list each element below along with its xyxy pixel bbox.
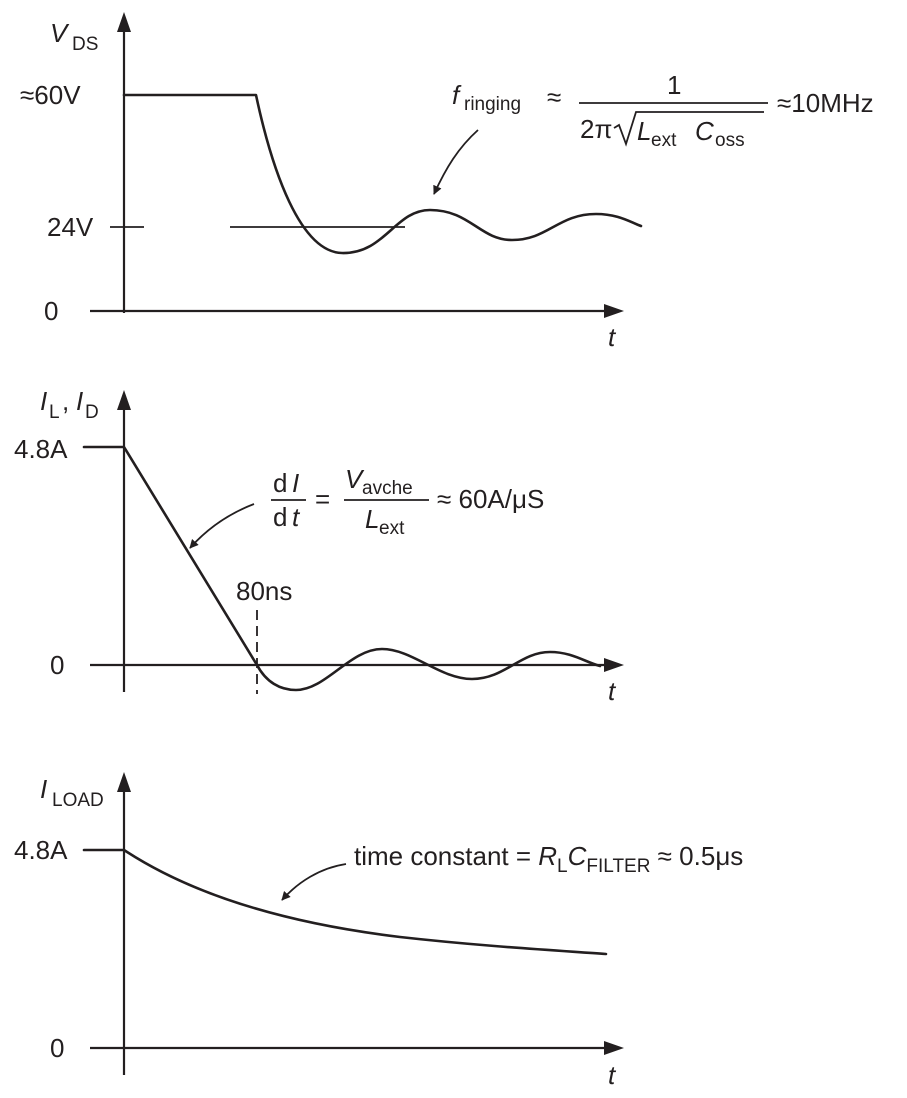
ringing-frequency-formula: f ringing ≈ 1 2π L ext C oss ≈10MHz xyxy=(452,70,874,151)
slope-callout-arrow xyxy=(189,503,255,549)
80ns-label: 80ns xyxy=(236,576,292,606)
time-constant-callout-arrow xyxy=(281,863,347,901)
denominator-L: L xyxy=(637,116,651,146)
didt-t: t xyxy=(292,502,301,532)
time-constant-label: time constant = xyxy=(354,841,538,871)
c-subscript: FILTER xyxy=(586,856,650,877)
panel-il-id: I L , I D 4.8A 0 t 80ns d I d t = V avch… xyxy=(14,386,624,706)
il-x-label: t xyxy=(608,676,617,706)
denominator-C: C xyxy=(695,116,714,146)
vds-tick-0: 0 xyxy=(44,296,58,326)
f-subscript: ringing xyxy=(464,94,521,115)
denominator-2pi: 2π xyxy=(580,114,612,144)
slope-formula: d I d t = V avche L ext ≈ 60A/μS xyxy=(271,464,544,539)
equals-sign: = xyxy=(315,484,330,514)
il-tick-4.8a: 4.8A xyxy=(14,434,68,464)
vds-axis-subscript: DS xyxy=(72,34,98,55)
vds-x-label: t xyxy=(608,322,617,352)
il-symbol: I xyxy=(40,386,47,416)
il-subscript: L xyxy=(49,402,60,423)
time-constant-formula: time constant = RLCFILTER ≈ 0.5μs xyxy=(354,841,743,877)
vds-axis-symbol: V xyxy=(50,18,70,48)
r-subscript: L xyxy=(557,856,568,877)
vds-x-arrowhead xyxy=(604,304,624,318)
il-x-arrowhead xyxy=(604,658,624,672)
v-avche-subscript: avche xyxy=(362,478,413,499)
v-avche-symbol: V xyxy=(345,464,365,494)
c-symbol: C xyxy=(568,841,587,871)
didt-d1: d xyxy=(273,468,287,498)
ringing-result: ≈10MHz xyxy=(777,88,874,118)
denominator-C-subscript: oss xyxy=(715,130,745,151)
il-y-arrowhead xyxy=(117,390,131,410)
iload-waveform xyxy=(82,848,608,956)
iload-axis-subscript: LOAD xyxy=(52,790,104,811)
didt-I: I xyxy=(292,468,299,498)
fraction-numerator: 1 xyxy=(667,70,681,100)
il-tick-0: 0 xyxy=(50,650,64,680)
l-ext-symbol: L xyxy=(365,504,379,534)
slope-result: ≈ 60A/μS xyxy=(437,484,544,514)
approx-sign: ≈ xyxy=(547,82,561,112)
il-axis-title: I L , I D xyxy=(40,386,99,423)
iload-x-arrowhead xyxy=(604,1041,624,1055)
il-waveform xyxy=(82,445,602,692)
vds-tick-24v: 24V xyxy=(47,212,94,242)
sqrt-sign xyxy=(613,111,764,147)
il-separator: , xyxy=(62,386,69,416)
didt-d2: d xyxy=(273,502,287,532)
vds-tick-60v: ≈60V xyxy=(20,80,81,110)
time-constant-text: time constant = RLCFILTER ≈ 0.5μs xyxy=(354,841,743,877)
panel-iload: I LOAD 4.8A 0 t time constant = RLCFILTE… xyxy=(14,772,743,1090)
iload-axis-symbol: I xyxy=(40,774,47,804)
r-symbol: R xyxy=(538,841,557,871)
f-symbol: f xyxy=(452,80,462,110)
time-constant-result: ≈ 0.5μs xyxy=(650,841,743,871)
iload-tick-0: 0 xyxy=(50,1033,64,1063)
id-subscript: D xyxy=(85,402,99,423)
denominator-L-subscript: ext xyxy=(651,130,677,151)
iload-x-label: t xyxy=(608,1060,617,1090)
l-ext-subscript: ext xyxy=(379,518,405,539)
panel-vds: V DS ≈60V 24V 0 t f ringing ≈ 1 2π L ext… xyxy=(20,12,874,352)
id-symbol: I xyxy=(76,386,83,416)
vds-waveform xyxy=(122,93,643,255)
iload-y-arrowhead xyxy=(117,772,131,792)
vds-y-arrowhead xyxy=(117,12,131,32)
iload-tick-4.8a: 4.8A xyxy=(14,835,68,865)
vds-ringing-callout-arrow xyxy=(433,129,479,195)
